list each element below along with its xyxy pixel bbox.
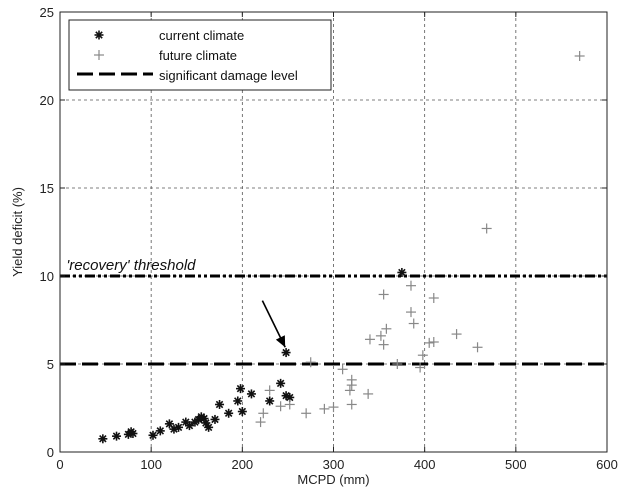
current-climate-point (98, 434, 108, 444)
x-tick-label: 300 (323, 457, 345, 472)
future-climate-point (363, 388, 374, 399)
x-tick-label: 400 (414, 457, 436, 472)
legend-future-climate-symbol (94, 50, 104, 60)
future-climate-point (405, 307, 416, 318)
future-climate-point (424, 337, 435, 348)
y-axis-label: Yield deficit (%) (10, 187, 25, 277)
current-climate-point (126, 427, 136, 437)
y-tick-label: 10 (40, 269, 54, 284)
current-climate-point (236, 384, 246, 394)
future-climate-point (319, 403, 330, 414)
legend-current-climate-symbol (94, 30, 104, 40)
current-climate-point (224, 408, 234, 418)
y-tick-label: 0 (47, 445, 54, 460)
arrow-head (275, 335, 286, 348)
x-tick-label: 600 (596, 457, 618, 472)
legend-plus (94, 50, 104, 60)
future-climate-point (346, 380, 357, 391)
legend: current climate future climate significa… (68, 19, 332, 91)
future-climate-point (255, 417, 266, 428)
future-climate-point (375, 330, 386, 341)
current-climate-point (215, 399, 225, 409)
future-climate-point (305, 357, 316, 368)
future-climate-point (428, 337, 439, 347)
y-tick-label: 20 (40, 93, 54, 108)
y-tick-label: 5 (47, 357, 54, 372)
annotation-arrow (261, 300, 286, 348)
future-climate-point (337, 364, 348, 375)
future-climate-point (405, 280, 416, 291)
current-climate-point (397, 267, 407, 277)
x-tick-label: 200 (231, 457, 253, 472)
future-climate-point (275, 401, 286, 412)
current-climate-point (210, 414, 220, 424)
current-climate-point (204, 422, 214, 432)
future-climate-point (264, 385, 275, 396)
future-climate-point (408, 318, 419, 329)
future-climate-point (344, 385, 355, 396)
future-climate-point (392, 359, 403, 369)
current-climate-point (155, 426, 165, 436)
future-climate-point (301, 408, 312, 419)
x-axis-label: MCPD (mm) (297, 472, 369, 487)
future-climate-point (378, 289, 389, 300)
future-climate-point (472, 342, 483, 353)
future-climate-point (346, 399, 357, 410)
legend-asterisk (94, 30, 104, 40)
current-climate-point (174, 422, 184, 432)
future-climate-point (428, 293, 439, 303)
current-climate-point (184, 421, 194, 431)
legend-box (68, 19, 332, 91)
x-tick-label: 0 (56, 457, 63, 472)
future-climate-point (364, 334, 375, 345)
future-climate-point (451, 329, 462, 340)
current-climate-point (246, 389, 256, 399)
current-climate-point (281, 348, 291, 358)
future-climate-point (481, 223, 492, 234)
current-climate-point (148, 430, 158, 440)
x-tick-label: 500 (505, 457, 527, 472)
y-tick-label: 15 (40, 181, 54, 196)
future-climate-point (284, 399, 295, 410)
current-climate-point (112, 431, 122, 441)
current-climate-point (285, 392, 295, 402)
future-climate-point (574, 51, 585, 61)
x-tick-label: 100 (140, 457, 162, 472)
reference-lines (60, 274, 607, 366)
y-tick-label: 25 (40, 5, 54, 20)
future-climate-point (381, 323, 392, 334)
future-climate-point (417, 350, 428, 361)
current-climate-point (276, 378, 286, 388)
current-climate-point (265, 396, 275, 406)
future-climate-point (328, 402, 339, 413)
current-climate-point (237, 407, 247, 417)
recovery-threshold-annotation: 'recovery' threshold (66, 257, 196, 274)
legend-current-climate-label: current climate (159, 28, 244, 43)
future-climate-point (258, 408, 269, 419)
legend-significant-damage-label: significant damage level (159, 68, 298, 83)
future-climate-point (378, 339, 389, 350)
legend-future-climate-label: future climate (159, 48, 237, 63)
current-climate-point (233, 396, 243, 406)
future-climate-point (415, 362, 426, 373)
data-points (98, 51, 585, 444)
axis-ticks: 0 100 200 300 400 500 600 0 5 10 15 20 25 (40, 5, 618, 472)
